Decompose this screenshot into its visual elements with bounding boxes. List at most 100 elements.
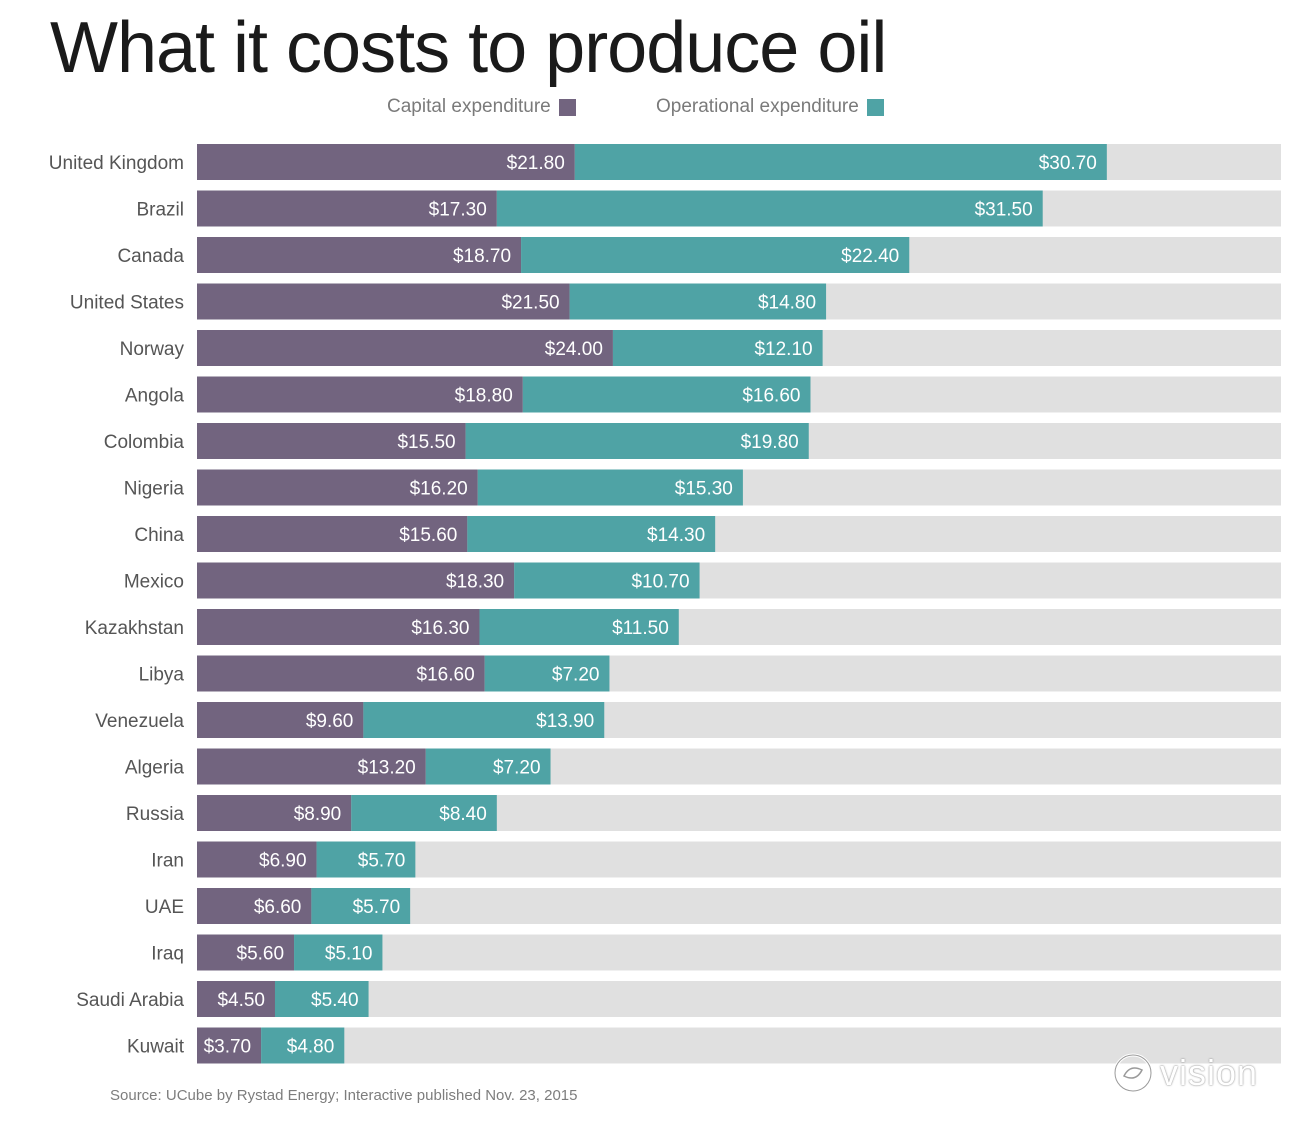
value-label-capex-uae: $6.60 — [254, 897, 302, 918]
value-label-capex-united-kingdom: $21.80 — [507, 153, 565, 174]
value-label-opex-uae: $5.70 — [353, 897, 401, 918]
value-label-opex-colombia: $19.80 — [741, 432, 799, 453]
category-label-algeria: Algeria — [125, 758, 185, 779]
category-label-uae: UAE — [145, 897, 184, 918]
bar-opex-iraq — [294, 934, 383, 971]
value-label-opex-kuwait: $4.80 — [287, 1037, 335, 1058]
bar-capex-colombia — [197, 423, 466, 459]
category-label-united-states: United States — [70, 293, 184, 314]
bar-capex-kazakhstan — [197, 609, 480, 645]
bar-opex-norway — [612, 330, 823, 366]
value-label-capex-canada: $18.70 — [453, 246, 511, 267]
category-label-kazakhstan: Kazakhstan — [85, 618, 184, 639]
value-label-opex-iran: $5.70 — [358, 851, 406, 872]
value-label-capex-iraq: $5.60 — [237, 944, 285, 965]
value-label-capex-saudi-arabia: $4.50 — [217, 990, 265, 1011]
value-label-capex-algeria: $13.20 — [358, 758, 416, 779]
value-label-opex-nigeria: $15.30 — [675, 479, 733, 500]
category-label-libya: Libya — [139, 665, 185, 686]
bar-opex-mexico — [514, 562, 700, 599]
value-label-capex-brazil: $17.30 — [429, 200, 487, 221]
category-label-iran: Iran — [151, 851, 184, 872]
bar-opex-china — [467, 516, 716, 552]
bar-capex-russia — [197, 795, 352, 831]
legend-label-capex: Capital expenditure — [387, 96, 551, 117]
value-label-capex-venezuela: $9.60 — [306, 711, 354, 732]
legend-swatch-capex — [558, 98, 576, 116]
bar-opex-libya — [484, 655, 610, 692]
category-label-china: China — [134, 525, 184, 546]
value-label-capex-kazakhstan: $16.30 — [411, 618, 469, 639]
bar-capex-norway — [197, 330, 613, 366]
bar-capex-nigeria — [197, 469, 478, 506]
bar-opex-iran — [316, 841, 416, 878]
value-label-opex-mexico: $10.70 — [631, 572, 689, 593]
bar-opex-colombia — [465, 423, 809, 459]
value-label-opex-venezuela: $13.90 — [536, 711, 594, 732]
bar-capex-mexico — [197, 562, 515, 599]
value-label-capex-kuwait: $3.70 — [204, 1037, 252, 1058]
bar-capex-united-states — [197, 283, 570, 320]
category-label-kuwait: Kuwait — [127, 1037, 185, 1058]
watermark-text: vision — [1160, 1052, 1259, 1093]
bar-capex-iran — [197, 841, 317, 878]
watermark: vision — [1112, 1052, 1258, 1094]
bar-capex-venezuela — [197, 702, 364, 738]
category-label-canada: Canada — [117, 246, 184, 267]
category-label-colombia: Colombia — [104, 432, 185, 453]
bar-capex-china — [197, 516, 468, 552]
legend-swatch-opex — [866, 98, 884, 116]
bar-opex-venezuela — [363, 702, 605, 738]
value-label-opex-brazil: $31.50 — [975, 200, 1033, 221]
value-label-opex-china: $14.30 — [647, 525, 705, 546]
value-label-capex-colombia: $15.50 — [397, 432, 455, 453]
legend-item-opex: Operational expenditure — [656, 96, 884, 118]
value-label-capex-norway: $24.00 — [545, 339, 603, 360]
value-label-capex-mexico: $18.30 — [446, 572, 504, 593]
value-label-opex-kazakhstan: $11.50 — [612, 618, 669, 639]
legend-item-capex: Capital expenditure — [387, 96, 576, 118]
bar-opex-saudi-arabia — [274, 981, 369, 1017]
category-label-russia: Russia — [126, 804, 185, 825]
value-label-capex-angola: $18.80 — [455, 386, 513, 407]
bar-opex-united-kingdom — [574, 144, 1107, 180]
bar-capex-united-kingdom — [197, 144, 575, 180]
bar-opex-canada — [521, 237, 910, 273]
value-label-opex-iraq: $5.10 — [325, 944, 373, 965]
category-label-saudi-arabia: Saudi Arabia — [76, 990, 184, 1011]
bar-opex-kazakhstan — [479, 609, 679, 645]
value-label-opex-libya: $7.20 — [552, 665, 600, 686]
value-label-opex-algeria: $7.20 — [493, 758, 541, 779]
bar-capex-uae — [197, 888, 312, 924]
bar-opex-algeria — [425, 748, 551, 785]
bar-capex-canada — [197, 237, 522, 273]
value-label-capex-russia: $8.90 — [294, 804, 342, 825]
value-label-opex-norway: $12.10 — [754, 339, 812, 360]
bar-opex-uae — [311, 888, 411, 924]
category-label-united-kingdom: United Kingdom — [49, 153, 184, 174]
value-label-opex-russia: $8.40 — [439, 804, 487, 825]
bar-opex-russia — [351, 795, 497, 831]
bar-track-kuwait — [197, 1027, 1281, 1064]
bar-capex-angola — [197, 376, 523, 413]
legend: Capital expenditure Operational expendit… — [0, 96, 1290, 124]
value-label-capex-china: $15.60 — [399, 525, 457, 546]
value-label-opex-angola: $16.60 — [742, 386, 800, 407]
value-label-opex-saudi-arabia: $5.40 — [311, 990, 359, 1011]
chart-title: What it costs to produce oil — [50, 8, 887, 88]
bar-opex-angola — [522, 376, 811, 413]
value-label-capex-nigeria: $16.20 — [410, 479, 468, 500]
value-label-capex-libya: $16.60 — [417, 665, 475, 686]
category-label-venezuela: Venezuela — [95, 711, 184, 732]
category-label-iraq: Iraq — [151, 944, 184, 965]
bar-opex-kuwait — [261, 1027, 345, 1064]
bar-capex-saudi-arabia — [197, 981, 275, 1017]
category-label-angola: Angola — [125, 386, 185, 407]
category-label-mexico: Mexico — [124, 572, 184, 593]
value-label-opex-united-states: $14.80 — [758, 293, 816, 314]
bar-opex-united-states — [569, 283, 827, 320]
category-label-brazil: Brazil — [136, 200, 184, 221]
bar-opex-nigeria — [477, 469, 743, 506]
bar-capex-brazil — [197, 190, 497, 227]
